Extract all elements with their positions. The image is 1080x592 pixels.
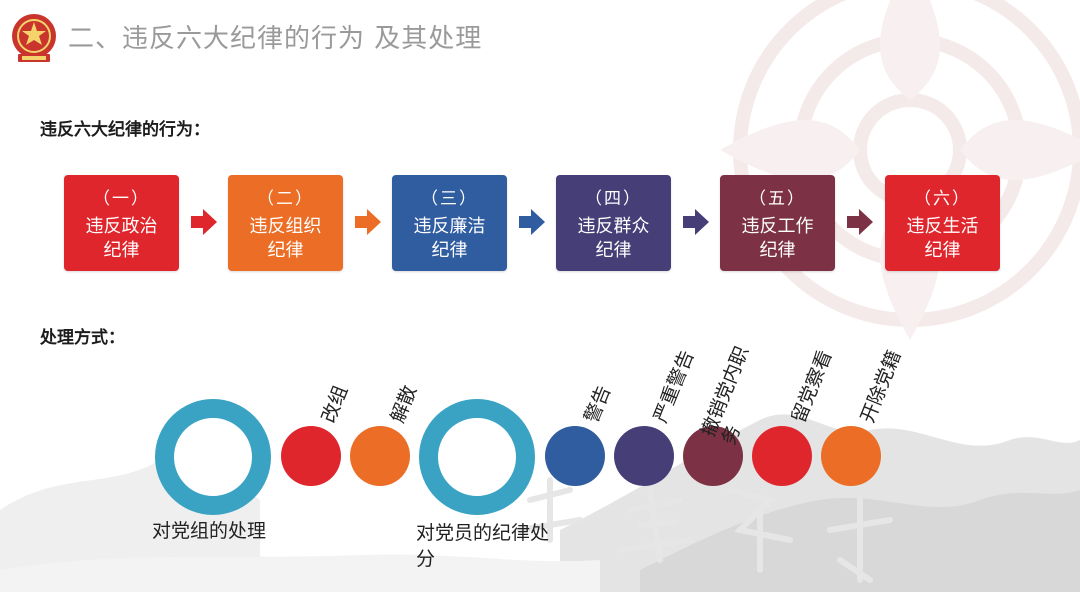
violation-name: 违反组织纪律 <box>249 216 322 261</box>
handling-heading: 处理方式： <box>40 328 125 348</box>
party-member-ring <box>419 399 535 515</box>
arrow-right-icon <box>847 209 873 235</box>
decorative-rosette-icon <box>720 0 1080 340</box>
arrow-right-icon <box>683 209 709 235</box>
violation-number: （六） <box>914 189 971 209</box>
measure-dot-expel <box>821 426 881 486</box>
violation-number: （三） <box>421 189 478 209</box>
violation-number: （一） <box>93 189 150 209</box>
violations-heading: 违反六大纪律的行为： <box>40 120 210 140</box>
violation-box-mass: （四） 违反群众纪律 <box>556 175 671 271</box>
violation-box-organizational: （二） 违反组织纪律 <box>228 175 343 271</box>
measure-dot-warning <box>545 426 605 486</box>
arrow-right-icon <box>519 209 545 235</box>
violation-name: 违反廉洁纪律 <box>413 216 486 261</box>
arrow-right-icon <box>191 209 217 235</box>
violation-number: （四） <box>585 189 642 209</box>
violation-box-political: （一） 违反政治纪律 <box>64 175 179 271</box>
violation-box-work: （五） 违反工作纪律 <box>720 175 835 271</box>
arrow-right-icon <box>355 209 381 235</box>
violation-name: 违反政治纪律 <box>85 216 158 261</box>
violation-box-integrity: （三） 违反廉洁纪律 <box>392 175 507 271</box>
measure-dot-dissolve <box>350 426 410 486</box>
violation-name: 违反群众纪律 <box>577 216 650 261</box>
measure-dot-serious-warning <box>614 426 674 486</box>
measure-dot-reorganize <box>281 426 341 486</box>
violation-number: （二） <box>257 189 314 209</box>
measure-dot-probation <box>752 426 812 486</box>
measure-dot-remove-post <box>683 426 743 486</box>
violation-box-life: （六） 违反生活纪律 <box>885 175 1000 271</box>
party-org-label: 对党组的处理 <box>152 520 267 542</box>
decorative-calligraphy <box>510 470 930 590</box>
party-member-label: 对党员的纪律处分 <box>416 522 550 570</box>
violation-number: （五） <box>749 189 806 209</box>
page-title: 二、违反六大纪律的行为 及其处理 <box>68 24 483 54</box>
party-org-ring <box>155 399 271 515</box>
party-emblem-icon <box>12 14 56 62</box>
violation-name: 违反生活纪律 <box>906 216 979 261</box>
violation-name: 违反工作纪律 <box>741 216 814 261</box>
